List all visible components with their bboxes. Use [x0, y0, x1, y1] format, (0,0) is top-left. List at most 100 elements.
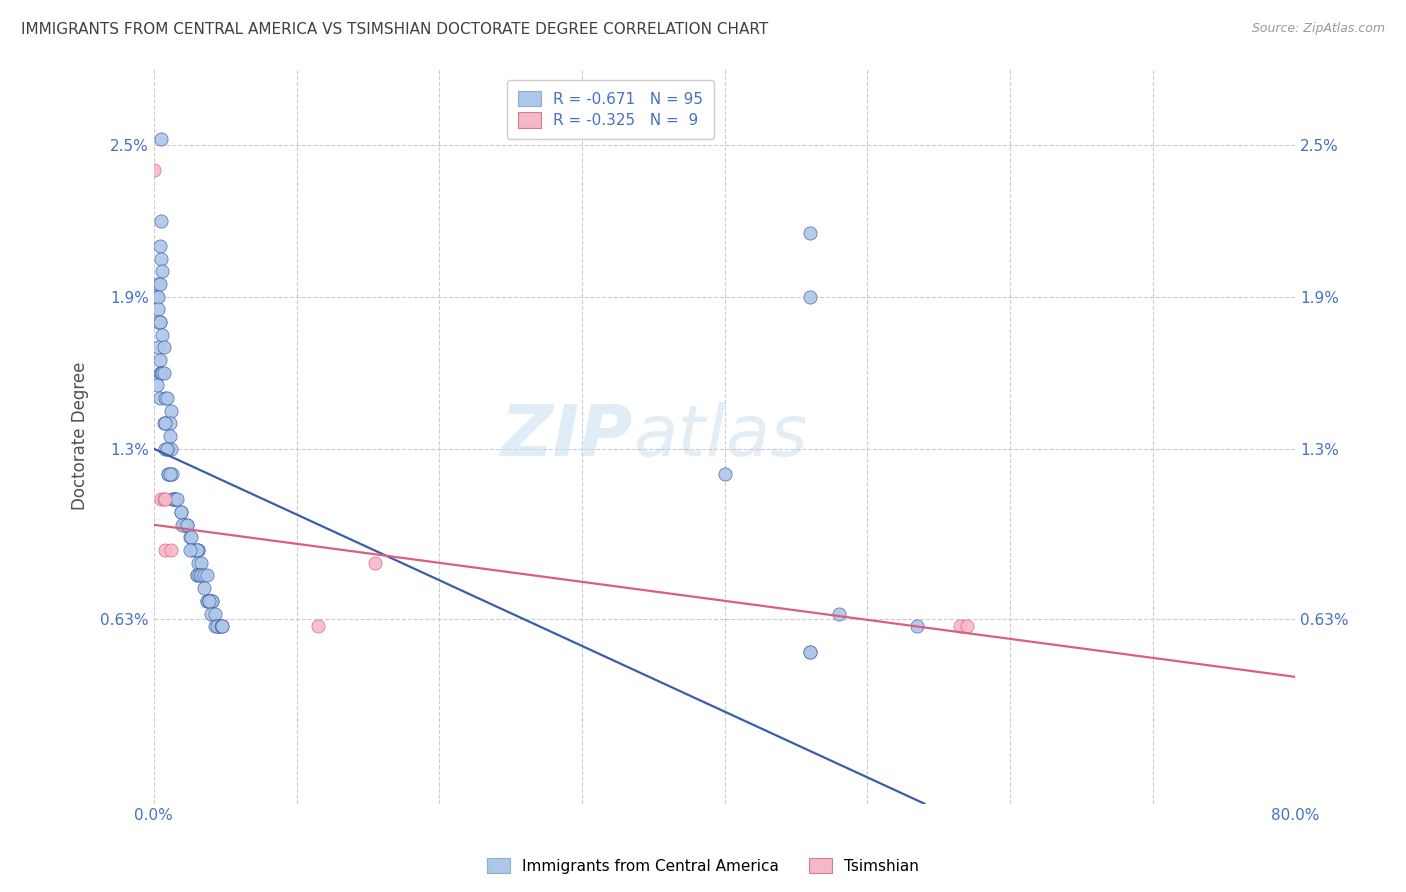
Point — [153, 366, 176, 380]
Point — [156, 442, 179, 456]
Point — [148, 353, 170, 368]
Point — [905, 619, 928, 633]
Point — [200, 594, 222, 608]
Point — [713, 467, 735, 481]
Point — [149, 252, 172, 266]
Point — [190, 568, 212, 582]
Point — [155, 543, 177, 558]
Point — [949, 619, 972, 633]
Point — [179, 531, 201, 545]
Point — [155, 417, 177, 431]
Point — [201, 594, 224, 608]
Text: IMMIGRANTS FROM CENTRAL AMERICA VS TSIMSHIAN DOCTORATE DEGREE CORRELATION CHART: IMMIGRANTS FROM CENTRAL AMERICA VS TSIMS… — [21, 22, 768, 37]
Point — [160, 543, 183, 558]
Point — [799, 644, 821, 658]
Point — [159, 417, 181, 431]
Point — [149, 213, 172, 227]
Point — [155, 442, 177, 456]
Point — [146, 302, 169, 317]
Point — [152, 264, 174, 278]
Point — [181, 543, 204, 558]
Point — [205, 619, 228, 633]
Point — [160, 403, 183, 417]
Point — [146, 315, 169, 329]
Point — [198, 594, 221, 608]
Legend: Immigrants from Central America, Tsimshian: Immigrants from Central America, Tsimshi… — [481, 852, 925, 880]
Point — [187, 556, 209, 570]
Point — [186, 568, 208, 582]
Point — [148, 239, 170, 253]
Point — [145, 378, 167, 392]
Point — [166, 492, 188, 507]
Point — [211, 619, 233, 633]
Point — [207, 619, 229, 633]
Point — [195, 594, 218, 608]
Point — [170, 505, 193, 519]
Point — [211, 619, 233, 633]
Point — [176, 517, 198, 532]
Point — [828, 607, 851, 621]
Point — [307, 619, 329, 633]
Point — [142, 162, 165, 177]
Point — [207, 619, 229, 633]
Point — [153, 492, 176, 507]
Point — [155, 492, 177, 507]
Point — [159, 429, 181, 443]
Point — [186, 543, 208, 558]
Point — [160, 467, 183, 481]
Point — [209, 619, 232, 633]
Point — [201, 594, 224, 608]
Point — [148, 315, 170, 329]
Text: atlas: atlas — [633, 401, 808, 471]
Point — [956, 619, 979, 633]
Point — [163, 492, 186, 507]
Point — [186, 568, 208, 582]
Legend: R = -0.671   N = 95, R = -0.325   N =  9: R = -0.671 N = 95, R = -0.325 N = 9 — [508, 80, 714, 138]
Point — [160, 442, 183, 456]
Point — [176, 517, 198, 532]
Point — [190, 568, 212, 582]
Point — [148, 391, 170, 405]
Point — [204, 607, 226, 621]
Point — [198, 594, 221, 608]
Point — [148, 277, 170, 291]
Point — [170, 505, 193, 519]
Point — [195, 594, 218, 608]
Point — [165, 492, 187, 507]
Point — [193, 581, 215, 595]
Point — [157, 467, 180, 481]
Point — [155, 417, 177, 431]
Point — [180, 531, 202, 545]
Point — [172, 517, 194, 532]
Point — [146, 340, 169, 354]
Point — [799, 227, 821, 241]
Text: Source: ZipAtlas.com: Source: ZipAtlas.com — [1251, 22, 1385, 36]
Point — [173, 517, 195, 532]
Point — [200, 607, 222, 621]
Point — [149, 132, 172, 146]
Point — [165, 492, 187, 507]
Point — [190, 556, 212, 570]
Point — [162, 492, 184, 507]
Point — [204, 619, 226, 633]
Point — [157, 467, 180, 481]
Point — [145, 290, 167, 304]
Point — [156, 442, 179, 456]
Point — [153, 417, 176, 431]
Point — [799, 644, 821, 658]
Point — [146, 277, 169, 291]
Point — [364, 556, 387, 570]
Point — [195, 568, 218, 582]
Point — [152, 327, 174, 342]
Point — [152, 366, 174, 380]
Point — [149, 492, 172, 507]
Point — [146, 290, 169, 304]
Point — [174, 517, 197, 532]
Point — [799, 290, 821, 304]
Point — [149, 366, 172, 380]
Text: ZIP: ZIP — [501, 401, 633, 471]
Point — [148, 315, 170, 329]
Point — [179, 543, 201, 558]
Point — [187, 543, 209, 558]
Point — [153, 340, 176, 354]
